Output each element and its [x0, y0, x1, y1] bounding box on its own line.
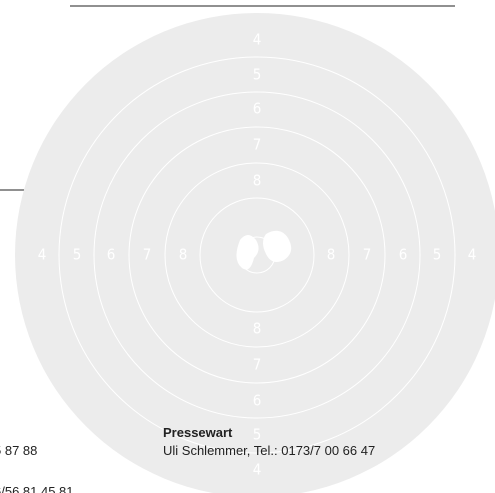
text-fragment: 6/56 81 45 81	[0, 484, 74, 493]
ring-label: 8	[327, 246, 336, 264]
ring-label: 5	[73, 246, 82, 264]
ring-label: 8	[179, 246, 188, 264]
ring-label: 6	[253, 392, 262, 410]
document: 4 5 6 7 8 4 5 6 7 8 8 7 6 5 4 8 7 6 5 4 Pressewart Uli Schl…	[0, 0, 495, 493]
ring-label: 7	[363, 246, 372, 264]
ring-label: 7	[253, 356, 262, 374]
ring-label: 4	[38, 246, 47, 264]
target: 4 5 6 7 8 4 5 6 7 8 8 7 6 5 4 8 7 6 5 4	[15, 13, 495, 493]
ring-label: 5	[253, 66, 262, 84]
ring-label: 5	[433, 246, 442, 264]
ring-label: 8	[253, 172, 262, 190]
ring-label: 4	[253, 461, 262, 479]
ring-label: 5	[253, 426, 262, 444]
ring-label: 4	[468, 246, 477, 264]
ring-label: 4	[253, 31, 262, 49]
ring-label: 8	[253, 320, 262, 338]
contact-title: Pressewart	[163, 425, 233, 440]
contact-text: Uli Schlemmer, Tel.: 0173/7 00 66 47	[163, 443, 375, 458]
page: {"target": {"top_labels": ["4", "5", "6"…	[0, 0, 495, 493]
ring-label: 6	[107, 246, 116, 264]
ring-label: 6	[399, 246, 408, 264]
text-fragment: 5 87 88	[0, 443, 37, 458]
ring-label: 7	[143, 246, 152, 264]
ring-label: 7	[253, 136, 262, 154]
ring-label: 6	[253, 100, 262, 118]
